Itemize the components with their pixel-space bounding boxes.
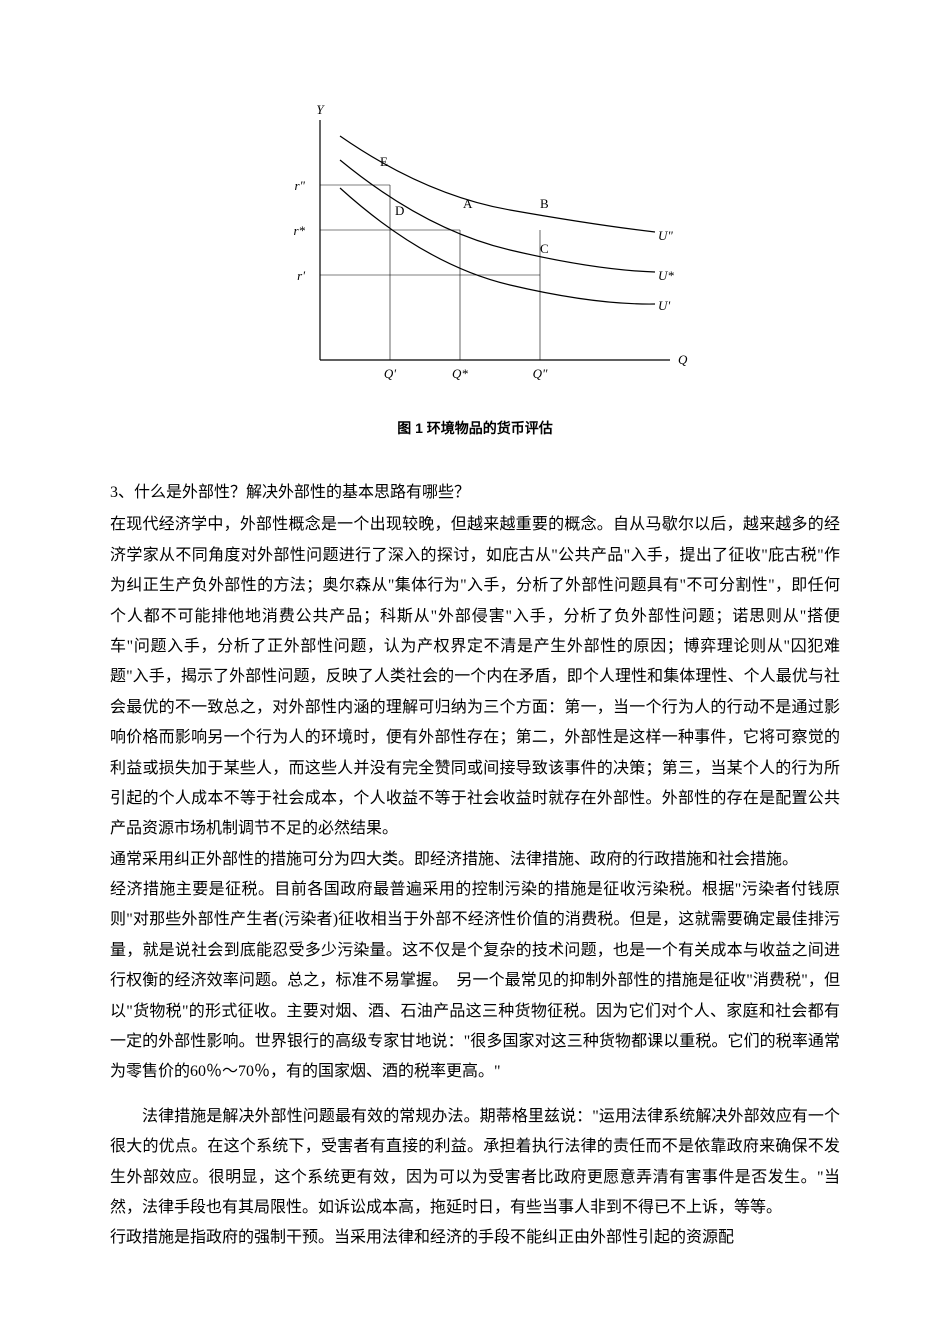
curve-label: U' [658, 298, 670, 313]
point-label: B [540, 196, 549, 211]
spacer [110, 1088, 840, 1102]
point-label: E [380, 154, 388, 169]
y-tick-label: r' [297, 268, 305, 283]
curve-u-lower [340, 188, 655, 304]
paragraph: 法律措施是解决外部性问题最有效的常规办法。期蒂格里兹说："运用法律系统解决外部效… [110, 1102, 840, 1224]
chart-caption: 图 1 环境物品的货币评估 [110, 418, 840, 438]
curve-label: U* [658, 268, 674, 283]
paragraph: 行政措施是指政府的强制干预。当采用法律和经济的手段不能纠正由外部性引起的资源配 [110, 1223, 840, 1253]
x-tick-label: Q* [452, 366, 468, 381]
paragraph: 经济措施主要是征税。目前各国政府最普遍采用的控制污染的措施是征收污染税。根据"污… [110, 875, 840, 1088]
paragraph: 通常采用纠正外部性的措施可分为四大类。即经济措施、法律措施、政府的行政措施和社会… [110, 845, 840, 875]
x-tick-label: Q" [533, 366, 548, 381]
point-label: A [463, 196, 473, 211]
curve-u-upper [340, 136, 655, 232]
y-axis-label: Y [316, 102, 325, 117]
point-label: C [540, 241, 549, 256]
paragraph: 在现代经济学中，外部性概念是一个出现较晚，但越来越重要的概念。自从马歇尔以后，越… [110, 510, 840, 844]
question-title: 3、什么是外部性？解决外部性的基本思路有哪些？ [110, 478, 840, 508]
x-tick-label: Q' [384, 366, 396, 381]
curve-u-star [340, 160, 655, 272]
chart-container: Y Q r" r* r' Q' Q* Q" U" U* [110, 100, 840, 410]
y-tick-label: r* [293, 223, 305, 238]
curve-label: U" [658, 228, 673, 243]
indifference-curve-chart: Y Q r" r* r' Q' Q* Q" U" U* [260, 100, 690, 410]
x-axis-label: Q [678, 352, 688, 367]
y-tick-label: r" [294, 178, 305, 193]
point-label: D [395, 203, 404, 218]
document-page: Y Q r" r* r' Q' Q* Q" U" U* [0, 0, 950, 1294]
